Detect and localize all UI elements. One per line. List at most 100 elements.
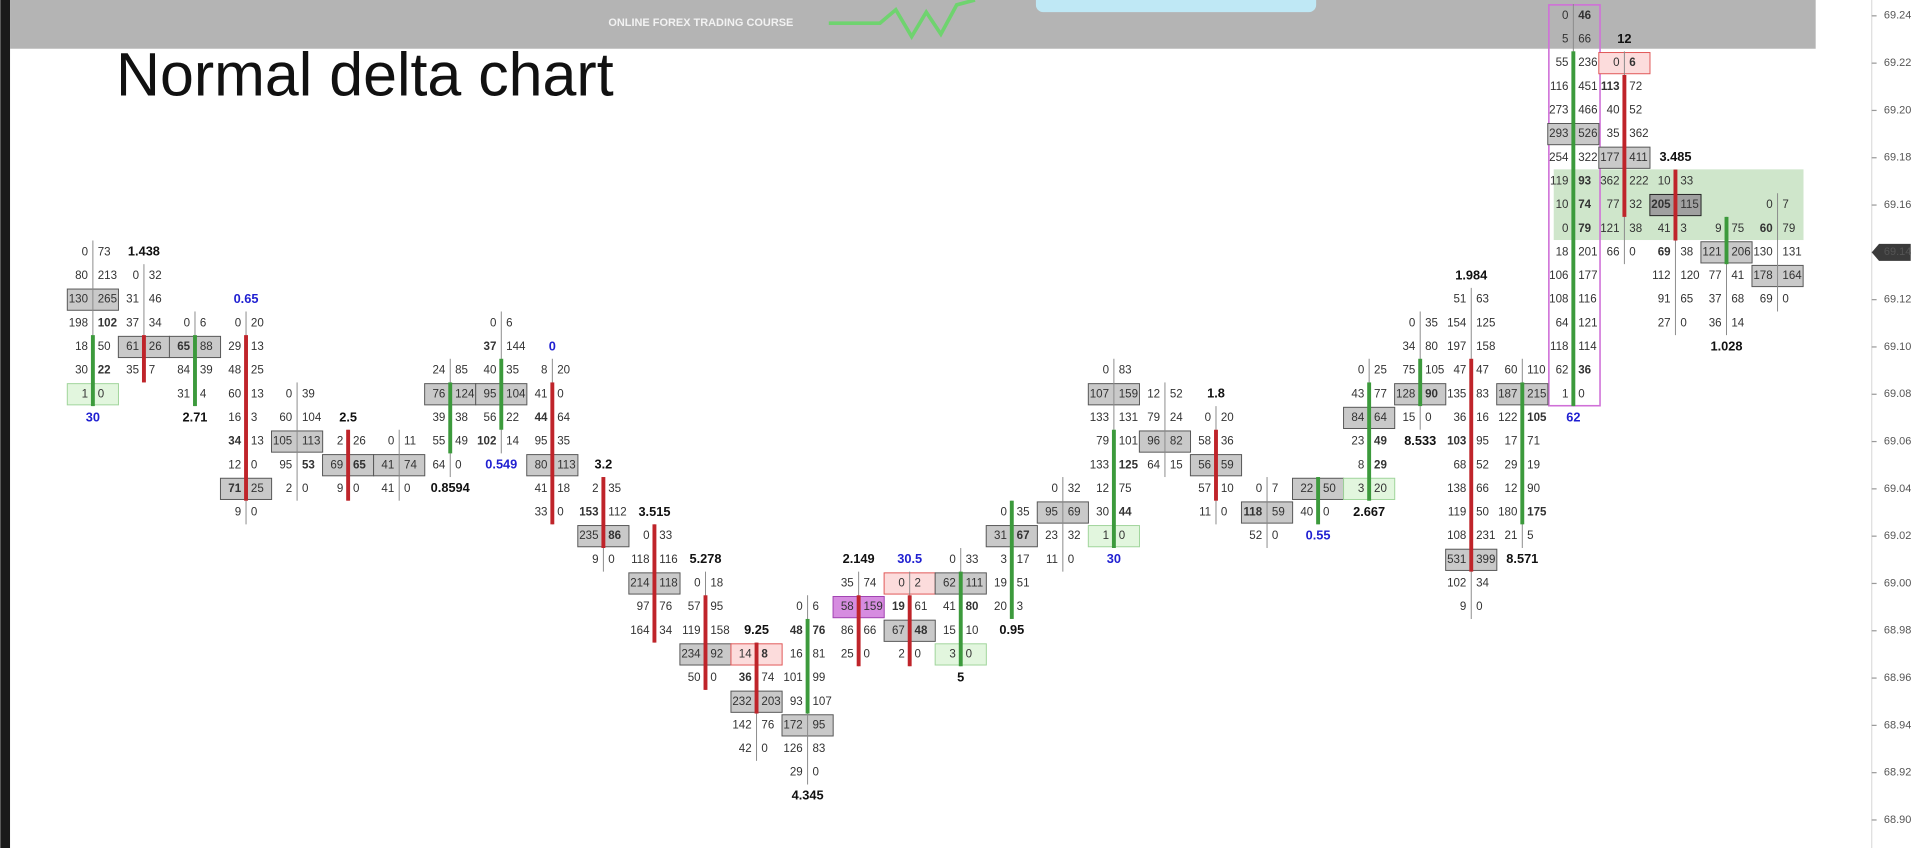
ask-volume: 24 [1170, 412, 1183, 424]
bid-volume: 126 [783, 743, 802, 755]
ask-volume: 0 [1272, 530, 1278, 542]
bid-volume: 0 [184, 317, 190, 329]
ask-volume: 25 [1374, 365, 1387, 377]
ask-volume: 104 [302, 412, 322, 424]
y-tick-label: 69.16 [1884, 199, 1911, 211]
bid-volume: 37 [484, 341, 497, 353]
ask-volume: 85 [455, 365, 468, 377]
bid-volume: 130 [1753, 246, 1772, 258]
candle-body [244, 335, 248, 501]
bid-volume: 60 [1760, 223, 1773, 235]
bid-volume: 0 [490, 317, 496, 329]
ask-volume: 14 [506, 436, 519, 448]
bid-volume: 154 [1447, 317, 1467, 329]
bid-volume: 197 [1447, 341, 1466, 353]
ask-volume: 52 [1629, 105, 1642, 117]
ask-volume: 159 [1119, 388, 1138, 400]
ask-volume: 2 [915, 578, 921, 590]
ask-volume: 101 [1119, 436, 1138, 448]
candle-body [1009, 500, 1014, 619]
ask-volume: 20 [1221, 412, 1234, 424]
bid-volume: 18 [75, 341, 88, 353]
ask-volume: 76 [761, 719, 774, 731]
ask-volume: 72 [1629, 81, 1642, 93]
bid-volume: 29 [1505, 459, 1518, 471]
bid-volume: 3 [949, 648, 955, 660]
bid-volume: 118 [631, 554, 649, 566]
bid-volume: 0 [1562, 10, 1568, 22]
ask-volume: 32 [1068, 483, 1081, 495]
candle-body [1316, 477, 1321, 525]
bid-volume: 1 [1562, 388, 1568, 400]
ask-volume: 32 [1068, 530, 1081, 542]
ask-volume: 213 [98, 270, 117, 282]
y-tick-label: 69.00 [1884, 577, 1911, 589]
ask-volume: 16 [1476, 412, 1489, 424]
ask-volume: 65 [1680, 294, 1693, 306]
bid-volume: 40 [484, 365, 497, 377]
bid-volume: 55 [432, 436, 445, 448]
bid-volume: 36 [1709, 317, 1722, 329]
ask-volume: 131 [1119, 412, 1138, 424]
ask-volume: 34 [659, 625, 672, 637]
ask-volume: 451 [1578, 81, 1597, 93]
ask-volume: 0 [1221, 507, 1227, 519]
ask-volume: 34 [149, 317, 162, 329]
bid-volume: 34 [228, 436, 241, 448]
bid-volume: 8 [1358, 459, 1364, 471]
bid-volume: 96 [1147, 436, 1160, 448]
delta-label: 1.028 [1711, 338, 1743, 353]
bid-volume: 205 [1651, 199, 1671, 211]
ask-volume: 13 [251, 388, 264, 400]
ask-volume: 46 [1578, 10, 1591, 22]
bid-volume: 29 [790, 767, 803, 779]
bid-volume: 41 [943, 601, 956, 613]
bid-volume: 101 [783, 672, 802, 684]
ask-volume: 63 [1476, 294, 1489, 306]
ask-volume: 39 [200, 365, 213, 377]
delta-label: 30 [1107, 551, 1121, 566]
bid-volume: 12 [1147, 388, 1160, 400]
delta-label: 30.5 [897, 551, 922, 566]
ask-volume: 116 [1578, 294, 1596, 306]
bid-volume: 37 [126, 317, 139, 329]
ask-volume: 265 [98, 294, 117, 306]
ask-volume: 64 [1374, 412, 1387, 424]
bid-volume: 33 [535, 507, 548, 519]
y-tick-label: 69.02 [1884, 530, 1911, 542]
ask-volume: 121 [1578, 317, 1597, 329]
bid-volume: 44 [535, 412, 548, 424]
delta-label: 5.278 [689, 551, 721, 566]
bid-volume: 177 [1600, 152, 1619, 164]
ask-volume: 25 [251, 483, 264, 495]
delta-label: 0.549 [485, 457, 517, 472]
ask-volume: 125 [1119, 459, 1139, 471]
bid-volume: 35 [841, 578, 854, 590]
ask-volume: 6 [812, 601, 818, 613]
ask-volume: 322 [1578, 152, 1597, 164]
ask-volume: 201 [1578, 246, 1597, 258]
bid-volume: 2 [592, 483, 598, 495]
ask-volume: 26 [149, 341, 162, 353]
ask-volume: 17 [1017, 554, 1030, 566]
ask-volume: 33 [659, 530, 672, 542]
ask-volume: 107 [812, 696, 831, 708]
bid-volume: 62 [943, 578, 956, 590]
candle-body [1214, 429, 1218, 501]
ask-volume: 124 [455, 388, 475, 400]
bid-volume: 531 [1447, 554, 1466, 566]
ask-volume: 35 [1425, 317, 1438, 329]
bid-volume: 273 [1549, 105, 1568, 117]
ask-volume: 236 [1578, 57, 1597, 69]
bid-volume: 39 [432, 412, 445, 424]
bid-volume: 0 [1766, 199, 1772, 211]
ask-volume: 52 [1476, 459, 1489, 471]
ask-volume: 105 [1425, 365, 1444, 377]
ask-volume: 61 [915, 601, 928, 613]
ask-volume: 66 [1578, 34, 1591, 46]
delta-label: 2.71 [183, 409, 208, 424]
bid-volume: 42 [739, 743, 752, 755]
candle-body [1367, 382, 1372, 501]
candle-body [1111, 429, 1116, 548]
bid-volume: 106 [1549, 270, 1568, 282]
